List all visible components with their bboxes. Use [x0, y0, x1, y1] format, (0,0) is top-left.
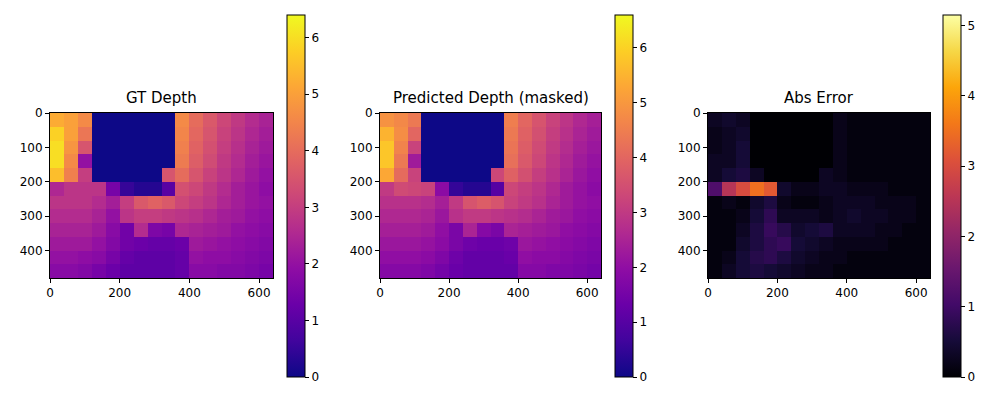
svg-text:0: 0	[693, 106, 701, 120]
svg-text:100: 100	[350, 141, 373, 155]
svg-text:400: 400	[678, 244, 701, 258]
svg-text:0: 0	[704, 286, 712, 300]
svg-text:0: 0	[639, 370, 647, 384]
svg-text:200: 200	[678, 175, 701, 189]
svg-text:200: 200	[350, 175, 373, 189]
svg-text:Predicted Depth (masked): Predicted Depth (masked)	[393, 89, 589, 107]
svg-text:0: 0	[311, 370, 319, 384]
svg-text:300: 300	[20, 209, 43, 223]
svg-text:300: 300	[678, 209, 701, 223]
svg-text:0: 0	[967, 370, 975, 384]
svg-text:Abs Error: Abs Error	[784, 89, 854, 107]
svg-text:2: 2	[639, 261, 647, 275]
svg-text:200: 200	[438, 286, 461, 300]
svg-text:2: 2	[967, 230, 975, 244]
svg-text:5: 5	[311, 87, 319, 101]
svg-text:3: 3	[967, 159, 975, 173]
svg-text:400: 400	[350, 244, 373, 258]
svg-text:600: 600	[905, 286, 928, 300]
svg-text:100: 100	[20, 141, 43, 155]
svg-text:4: 4	[639, 151, 647, 165]
svg-text:1: 1	[967, 300, 975, 314]
svg-text:6: 6	[639, 41, 647, 55]
svg-text:1: 1	[639, 315, 647, 329]
svg-text:0: 0	[46, 286, 54, 300]
svg-text:5: 5	[967, 19, 975, 33]
svg-text:0: 0	[365, 106, 373, 120]
svg-text:600: 600	[576, 286, 599, 300]
svg-text:3: 3	[311, 201, 319, 215]
svg-text:400: 400	[178, 286, 201, 300]
svg-text:3: 3	[639, 206, 647, 220]
svg-text:400: 400	[507, 286, 530, 300]
svg-text:4: 4	[967, 89, 975, 103]
svg-text:400: 400	[20, 244, 43, 258]
svg-text:400: 400	[835, 286, 858, 300]
svg-text:6: 6	[311, 31, 319, 45]
svg-text:300: 300	[350, 209, 373, 223]
svg-text:2: 2	[311, 257, 319, 271]
svg-text:0: 0	[376, 286, 384, 300]
svg-text:100: 100	[678, 141, 701, 155]
svg-text:5: 5	[639, 96, 647, 110]
svg-text:1: 1	[311, 314, 319, 328]
svg-text:GT Depth: GT Depth	[126, 89, 197, 107]
svg-text:0: 0	[35, 106, 43, 120]
svg-text:4: 4	[311, 144, 319, 158]
svg-text:200: 200	[20, 175, 43, 189]
svg-text:200: 200	[108, 286, 131, 300]
svg-text:200: 200	[766, 286, 789, 300]
svg-text:600: 600	[248, 286, 271, 300]
